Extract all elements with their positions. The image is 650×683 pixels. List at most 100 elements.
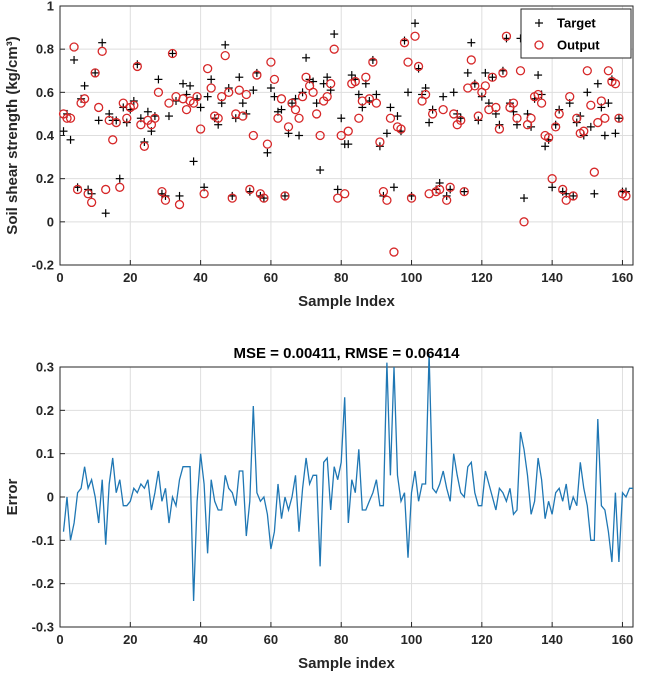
output-point — [389, 247, 399, 257]
error-y-axis-label: Error — [4, 479, 21, 516]
output-point — [315, 130, 325, 141]
output-point — [234, 85, 244, 95]
output-point — [90, 68, 100, 78]
target-point — [59, 127, 68, 136]
y-tick-label: 0.2 — [36, 171, 54, 186]
x-tick-label: 160 — [612, 270, 634, 285]
output-point — [445, 182, 455, 192]
output-point — [551, 122, 561, 132]
output-point — [167, 48, 178, 59]
target-point — [368, 55, 377, 64]
target-point — [203, 92, 212, 101]
output-point — [86, 197, 97, 208]
x-tick-label: 0 — [56, 270, 63, 285]
target-point — [228, 191, 237, 200]
target-point — [270, 92, 279, 101]
x-tick-label: 100 — [401, 632, 423, 647]
output-point — [568, 191, 578, 201]
output-point — [470, 81, 480, 91]
target-point — [463, 68, 472, 77]
x-tick-label: 20 — [123, 632, 137, 647]
output-point — [603, 66, 614, 76]
output-point — [69, 42, 79, 52]
output-point — [466, 55, 476, 65]
legend-target-label: Target — [557, 16, 596, 31]
target-point — [238, 99, 247, 108]
output-point — [252, 70, 262, 80]
target-point — [400, 36, 409, 45]
target-point — [498, 66, 507, 75]
output-point — [308, 87, 318, 97]
output-point — [276, 94, 287, 104]
target-point — [460, 187, 469, 196]
output-point — [220, 50, 230, 61]
output-point — [368, 57, 378, 67]
error-x-ticks: 0 20 40 60 80 100 120 140 160 — [56, 622, 633, 647]
target-point — [382, 129, 391, 138]
target-point — [189, 157, 198, 166]
output-point — [343, 126, 353, 136]
output-point — [399, 38, 410, 48]
target-point — [263, 148, 272, 157]
x-tick-label: 20 — [123, 270, 137, 285]
output-point — [72, 184, 83, 195]
target-point — [502, 34, 511, 43]
legend-plus — [535, 19, 543, 27]
output-point — [65, 113, 76, 123]
target-point — [446, 185, 455, 194]
target-point — [488, 73, 497, 82]
output-point — [333, 193, 343, 203]
output-point — [350, 76, 360, 87]
output-point — [413, 61, 424, 72]
output-point — [385, 113, 396, 123]
target-point — [372, 90, 381, 99]
output-point — [283, 122, 294, 132]
scatter-grid — [59, 5, 633, 266]
output-point — [83, 189, 93, 199]
scatter-x-axis-label: Sample Index — [298, 293, 395, 310]
output-series — [58, 31, 631, 257]
legend-output-label: Output — [557, 38, 600, 53]
x-tick-label: 80 — [334, 270, 348, 285]
x-tick-label: 120 — [471, 632, 493, 647]
output-point — [610, 79, 621, 89]
target-point — [600, 131, 609, 140]
output-point — [473, 111, 483, 121]
output-point — [136, 120, 146, 130]
target-point — [66, 135, 75, 144]
output-point — [181, 104, 192, 115]
y-tick-label: 0.8 — [36, 42, 54, 57]
output-point — [62, 113, 72, 123]
target-point — [614, 114, 623, 123]
output-point — [596, 96, 607, 106]
x-tick-label: 140 — [541, 270, 563, 285]
target-point — [115, 174, 124, 183]
output-point — [354, 113, 364, 123]
y-tick-label: 0 — [47, 214, 54, 229]
output-point — [153, 87, 164, 97]
output-point — [526, 113, 536, 123]
output-point — [224, 87, 234, 97]
target-point — [266, 84, 275, 93]
target-point — [302, 53, 311, 62]
output-point — [586, 100, 596, 110]
target-point — [583, 88, 592, 97]
target-point — [73, 183, 82, 192]
target-point — [439, 92, 448, 101]
target-point — [101, 209, 110, 218]
output-point — [290, 104, 301, 115]
target-point — [456, 114, 465, 123]
output-point — [266, 57, 276, 67]
target-point — [196, 103, 205, 112]
error-chart: -0.3 -0.2 -0.1 0 0.1 0.2 0.3 0 20 40 60 80 100 120 14… — [4, 345, 634, 672]
output-point — [410, 31, 420, 41]
target-point — [449, 88, 458, 97]
output-point — [301, 72, 311, 82]
target-point — [207, 75, 216, 84]
target-point — [344, 140, 353, 149]
x-tick-label: 80 — [334, 632, 348, 647]
target-point — [168, 49, 177, 58]
output-point — [589, 167, 599, 177]
output-point — [614, 113, 624, 123]
error-x-axis-label: Sample index — [298, 655, 395, 672]
